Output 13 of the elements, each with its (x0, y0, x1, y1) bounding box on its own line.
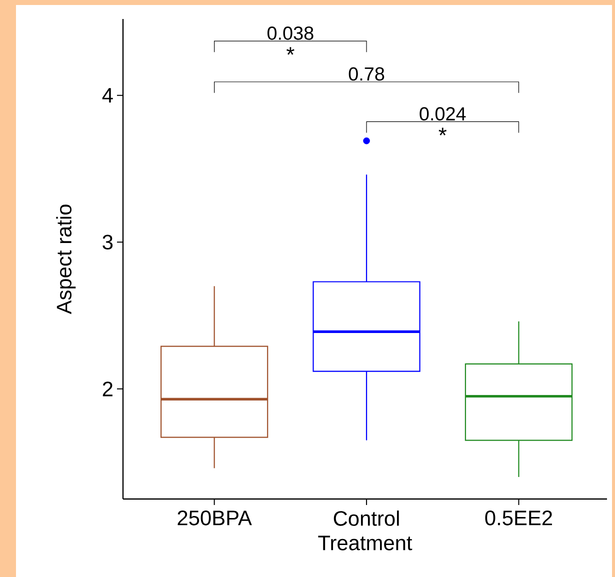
annotation: 0.78 (348, 67, 384, 81)
y-tick-label: 3 (102, 234, 113, 250)
y-axis-title: Aspect ratio (56, 204, 76, 314)
annotation: * (286, 47, 294, 55)
annotation: 0.038 (267, 26, 314, 40)
x-tick-label: 250BPA (178, 510, 252, 526)
x-tick-label: Control (334, 510, 399, 526)
y-tick-label: 2 (102, 382, 112, 396)
x-tick-label: 0.5EE2 (485, 510, 552, 526)
annotation: * (438, 128, 447, 136)
y-tick-label: 4 (102, 88, 113, 103)
x-axis-title: Treatment (318, 536, 412, 550)
annotation: 0.024 (420, 107, 466, 121)
